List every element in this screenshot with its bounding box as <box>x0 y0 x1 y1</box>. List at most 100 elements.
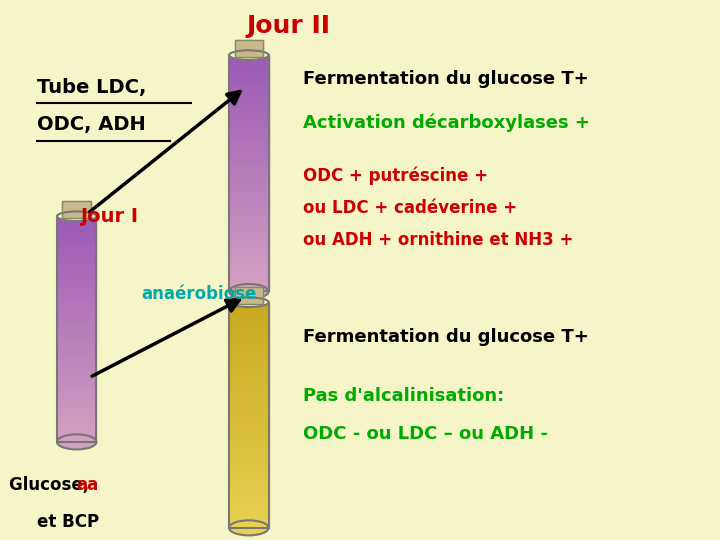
Bar <box>229 76 269 79</box>
Bar <box>57 352 96 354</box>
Bar <box>57 222 96 225</box>
Bar <box>229 150 269 153</box>
Bar <box>57 303 96 307</box>
Bar <box>229 525 269 528</box>
Bar <box>229 93 269 97</box>
Bar <box>229 316 269 319</box>
Bar <box>57 369 96 372</box>
Text: ODC - ou LDC – ou ADH -: ODC - ou LDC – ou ADH - <box>302 425 547 443</box>
Text: Activation décarboxylases +: Activation décarboxylases + <box>302 113 590 132</box>
Bar <box>229 194 269 197</box>
Bar <box>57 411 96 414</box>
Bar <box>57 245 96 247</box>
Bar <box>229 379 269 381</box>
Bar <box>229 359 269 361</box>
Bar <box>229 471 269 474</box>
Ellipse shape <box>229 50 269 60</box>
Bar <box>229 138 269 141</box>
Bar <box>57 434 96 436</box>
Bar <box>57 360 96 363</box>
Bar <box>235 287 263 305</box>
Bar <box>229 238 269 241</box>
Bar <box>229 215 269 218</box>
Bar <box>229 390 269 393</box>
Bar <box>229 339 269 342</box>
Bar <box>229 328 269 330</box>
Bar <box>57 273 96 275</box>
Bar <box>57 332 96 335</box>
Bar <box>57 256 96 259</box>
Bar <box>57 408 96 411</box>
Bar <box>57 349 96 352</box>
Bar <box>229 497 269 500</box>
Bar <box>229 105 269 109</box>
Bar <box>63 201 91 218</box>
Bar <box>229 218 269 220</box>
Bar <box>229 401 269 404</box>
Bar <box>229 85 269 87</box>
Bar <box>229 314 269 316</box>
Bar <box>229 247 269 250</box>
Bar <box>57 295 96 298</box>
Bar <box>229 373 269 375</box>
Bar <box>229 259 269 262</box>
Text: aa: aa <box>77 476 99 494</box>
Bar <box>57 323 96 326</box>
Bar <box>229 286 269 288</box>
Bar <box>229 268 269 271</box>
Bar <box>229 322 269 325</box>
Bar <box>57 318 96 321</box>
Bar <box>57 405 96 408</box>
Bar <box>229 522 269 525</box>
Ellipse shape <box>229 298 269 307</box>
Bar <box>57 329 96 332</box>
Ellipse shape <box>57 212 96 221</box>
Bar <box>229 494 269 497</box>
Bar <box>57 307 96 309</box>
Bar <box>229 250 269 253</box>
Bar <box>57 264 96 267</box>
Bar <box>229 505 269 508</box>
Bar <box>57 231 96 233</box>
Bar <box>57 326 96 329</box>
Bar <box>229 409 269 412</box>
Bar <box>57 227 96 231</box>
Text: Jour I: Jour I <box>81 207 138 226</box>
Bar <box>229 173 269 176</box>
Bar <box>229 282 269 286</box>
Bar <box>229 514 269 517</box>
Bar <box>229 153 269 156</box>
Bar <box>229 200 269 203</box>
Bar <box>57 309 96 312</box>
Ellipse shape <box>57 434 96 449</box>
Bar <box>229 500 269 503</box>
Bar <box>229 508 269 511</box>
Bar <box>57 402 96 405</box>
Bar <box>229 67 269 70</box>
Bar <box>229 188 269 191</box>
Bar <box>229 265 269 268</box>
Bar <box>57 225 96 227</box>
Bar <box>229 480 269 483</box>
Bar <box>229 135 269 138</box>
Bar <box>57 425 96 428</box>
Bar <box>229 235 269 238</box>
Bar <box>229 144 269 147</box>
Bar <box>57 247 96 250</box>
Text: Fermentation du glucose T+: Fermentation du glucose T+ <box>302 70 588 88</box>
Text: ODC + putréscine +: ODC + putréscine + <box>302 167 487 185</box>
Bar <box>229 446 269 449</box>
Text: Jour II: Jour II <box>246 14 330 38</box>
Bar <box>229 212 269 215</box>
Bar <box>57 281 96 284</box>
Bar <box>229 182 269 185</box>
Bar <box>57 372 96 374</box>
Bar <box>229 185 269 188</box>
Bar <box>57 298 96 301</box>
Bar <box>229 64 269 67</box>
Bar <box>229 517 269 519</box>
Bar <box>229 432 269 435</box>
Bar <box>235 40 263 57</box>
Text: Fermentation du glucose T+: Fermentation du glucose T+ <box>302 328 588 346</box>
Bar <box>229 226 269 230</box>
